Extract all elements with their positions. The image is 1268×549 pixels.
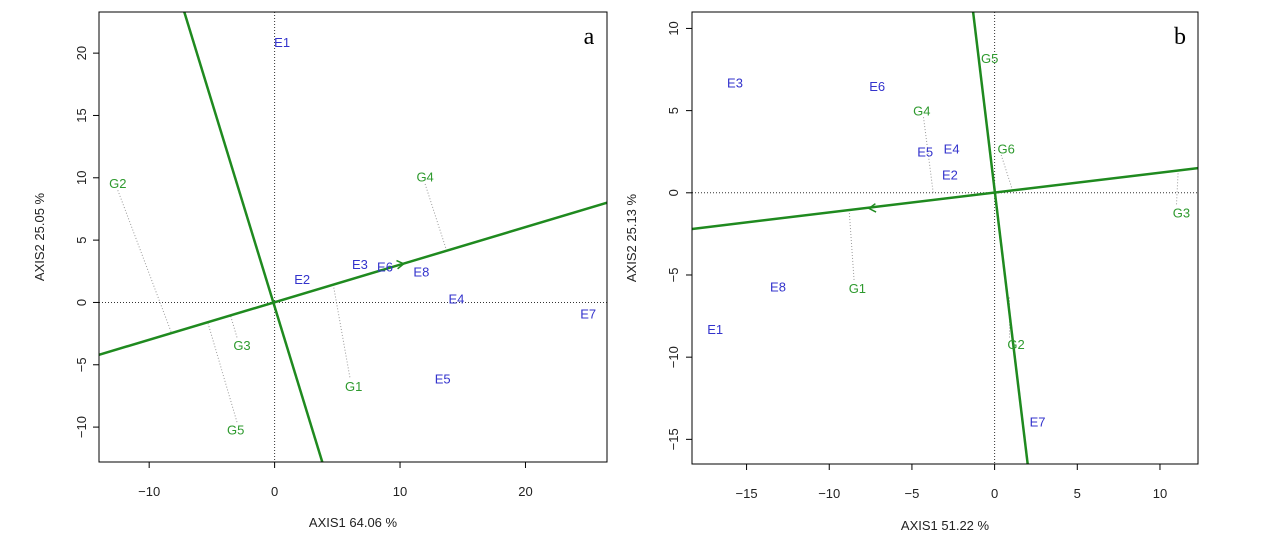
average-environment-arrow [396, 259, 406, 270]
y-tick-label: 5 [666, 107, 681, 114]
environment-label-e5: E5 [917, 145, 933, 160]
y-axis-title: AXIS2 25.05 % [32, 192, 47, 281]
x-tick-label: 10 [1153, 486, 1167, 501]
perpendicular-axis [183, 12, 324, 462]
x-tick-label: 5 [1074, 486, 1081, 501]
x-tick-label: −10 [818, 486, 840, 501]
x-tick-label: −5 [905, 486, 920, 501]
y-tick-label: 15 [74, 108, 89, 122]
genotype-label-g3: G3 [233, 338, 250, 353]
x-tick-label: −15 [736, 486, 758, 501]
environment-label-e6: E6 [869, 79, 885, 94]
genotype-label-g3: G3 [1173, 206, 1190, 221]
y-tick-label: 0 [74, 299, 89, 306]
genotype-label-g4: G4 [913, 104, 930, 119]
panel-label: a [584, 24, 595, 50]
x-axis-title: AXIS1 51.22 % [901, 518, 990, 533]
projection-line-5 [207, 323, 238, 423]
y-tick-label: 10 [74, 171, 89, 185]
environment-label-e7: E7 [580, 307, 596, 322]
environment-label-e2: E2 [294, 272, 310, 287]
y-tick-label: −5 [666, 268, 681, 283]
y-tick-label: 0 [666, 189, 681, 196]
average-environment-axis [692, 166, 1198, 231]
environment-label-e3: E3 [727, 76, 743, 91]
environment-label-e4: E4 [944, 141, 960, 156]
plot-area: E1 E2 E3 E6 E8 E4 E7 E5 G2 G4 G3 G1 G5 [99, 12, 607, 462]
average-environment-axis [99, 201, 607, 356]
environment-label-e8: E8 [413, 264, 429, 279]
perpendicular-axis [971, 12, 1029, 464]
environment-label-e1: E1 [707, 322, 723, 337]
y-tick-label: −10 [666, 346, 681, 368]
plot-frame [98, 11, 608, 463]
plot-area: E3 E6 E4 E5 E2 E8 E1 E7 G5 G4 G6 G3 G1 G2 [692, 12, 1198, 464]
biplot-panel-a: E1 E2 E3 E6 E8 E4 E7 E5 G2 G4 G3 G1 G5 −10 0 10 20 −10 −5 0… [32, 11, 608, 530]
x-tick-label: 20 [518, 484, 532, 499]
genotype-label-g1: G1 [345, 379, 362, 394]
average-environment-arrow [867, 203, 877, 213]
projection-line-2 [424, 183, 447, 251]
genotype-label-g6: G6 [998, 141, 1015, 156]
genotype-label-g2: G2 [109, 176, 126, 191]
environment-label-e3: E3 [352, 257, 368, 272]
projection-line-4 [848, 209, 855, 280]
projection-line-3 [230, 316, 238, 338]
projection-line-2 [1000, 154, 1014, 192]
environment-label-e8: E8 [770, 279, 786, 294]
environment-label-e6: E6 [377, 259, 393, 274]
genotype-label-g4: G4 [416, 170, 433, 185]
genotype-label-g1: G1 [849, 281, 866, 296]
y-tick-label: 5 [74, 236, 89, 243]
x-tick-label: −10 [138, 484, 160, 499]
projection-line-3 [1176, 171, 1179, 205]
projection-line-1 [923, 117, 934, 195]
projection-line-4 [333, 286, 351, 378]
environment-label-e2: E2 [942, 168, 958, 183]
biplot-panel-b: E3 E6 E4 E5 E2 E8 E1 E7 G5 G4 G6 G3 G1 G2 −15 −10 −5 0 5 10… [624, 11, 1199, 533]
environment-label-e1: E1 [274, 35, 290, 50]
y-tick-label: −15 [666, 428, 681, 450]
environment-label-e5: E5 [435, 371, 451, 386]
environment-label-e4: E4 [449, 292, 465, 307]
genotype-label-g2: G2 [1007, 337, 1024, 352]
x-tick-label: 0 [271, 484, 278, 499]
genotype-label-g5: G5 [981, 51, 998, 66]
y-tick-label: −10 [74, 416, 89, 438]
y-tick-label: 20 [74, 46, 89, 60]
x-tick-label: 10 [393, 484, 407, 499]
x-tick-label: 0 [991, 486, 998, 501]
y-axis-title: AXIS2 25.13 % [624, 193, 639, 282]
x-axis-title: AXIS1 64.06 % [309, 515, 398, 530]
panel-label: b [1174, 24, 1186, 50]
projection-line-1 [117, 190, 173, 334]
environment-label-e7: E7 [1030, 414, 1046, 429]
y-tick-label: 10 [666, 21, 681, 35]
genotype-label-g5: G5 [227, 423, 244, 438]
y-tick-label: −5 [74, 357, 89, 372]
plot-frame [691, 11, 1199, 465]
